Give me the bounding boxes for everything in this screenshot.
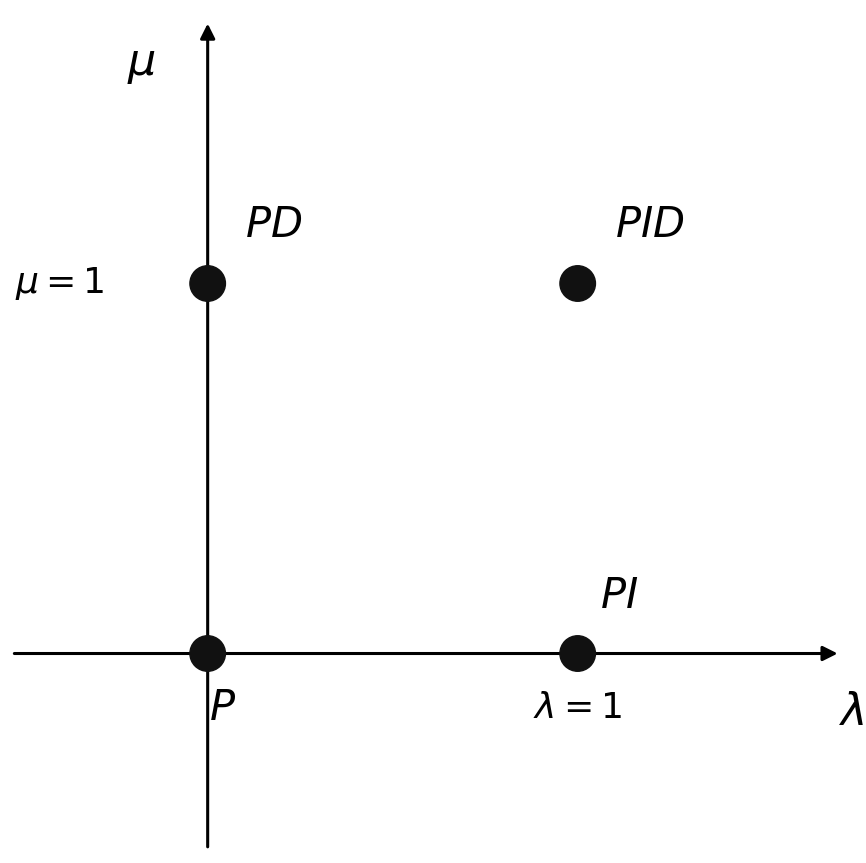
Text: $\mathit{PI}$: $\mathit{PI}$ [600, 575, 638, 616]
Circle shape [190, 266, 225, 301]
Text: $\mu = 1$: $\mu = 1$ [16, 265, 105, 302]
Circle shape [560, 636, 596, 671]
Text: $\mathit{PID}$: $\mathit{PID}$ [615, 205, 684, 247]
Text: $\lambda$: $\lambda$ [838, 690, 864, 734]
Text: $\mathit{PD}$: $\mathit{PD}$ [245, 205, 302, 247]
Text: $\mu$: $\mu$ [126, 43, 156, 86]
Text: $\lambda = 1$: $\lambda = 1$ [533, 690, 622, 725]
Circle shape [560, 266, 596, 301]
Circle shape [190, 636, 225, 671]
Text: $\mathit{P}$: $\mathit{P}$ [209, 687, 236, 729]
